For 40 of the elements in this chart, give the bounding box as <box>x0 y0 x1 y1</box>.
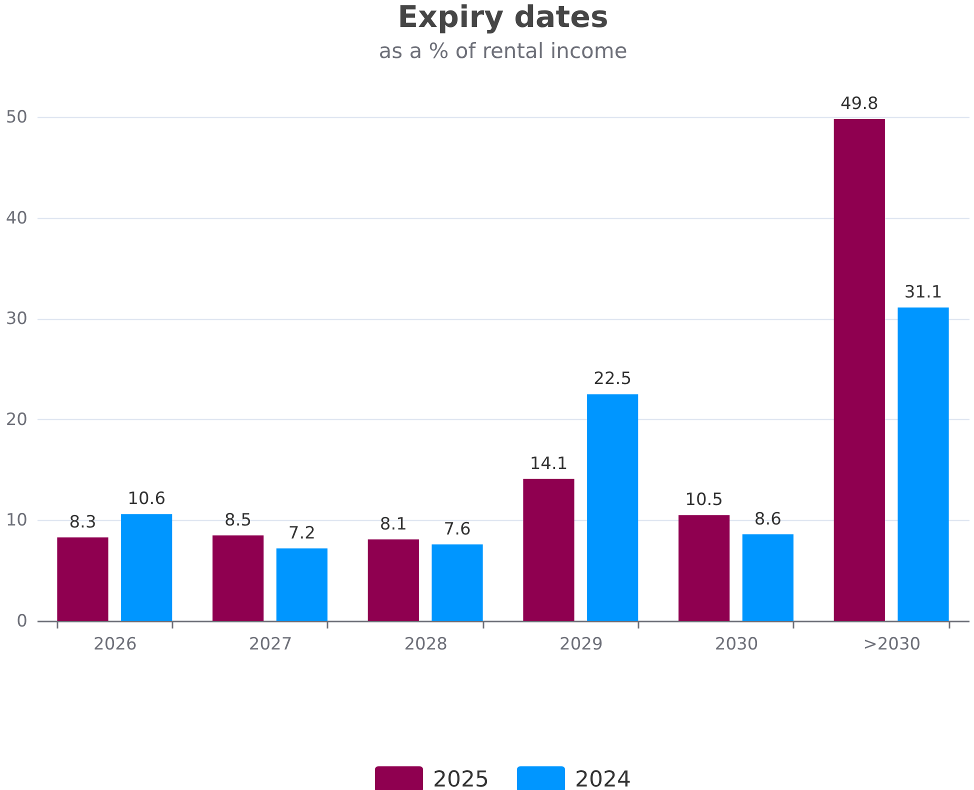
data-label: 31.1 <box>904 282 942 303</box>
bar <box>212 535 264 621</box>
bar <box>742 534 794 621</box>
data-label: 49.8 <box>840 94 878 114</box>
bar <box>678 515 730 621</box>
legend-label: 2025 <box>433 767 489 790</box>
data-label: 10.5 <box>685 490 723 510</box>
bar <box>587 394 638 621</box>
x-tick-label: 2028 <box>404 634 448 654</box>
y-tick-label: 20 <box>6 410 28 430</box>
data-label: 7.6 <box>444 519 471 540</box>
data-label: 8.6 <box>754 509 782 530</box>
x-tick-label: 2027 <box>248 634 292 654</box>
bar <box>834 119 885 621</box>
y-tick-label: 40 <box>6 208 28 228</box>
bar <box>523 478 574 621</box>
data-label: 22.5 <box>594 369 632 390</box>
bar <box>57 537 108 621</box>
y-tick-label: 50 <box>6 108 28 128</box>
data-label: 8.3 <box>69 512 96 532</box>
data-label: 7.2 <box>288 523 316 544</box>
x-tick-label: 2030 <box>714 634 758 654</box>
y-tick-label: 30 <box>6 309 28 330</box>
data-label: 8.5 <box>224 510 252 530</box>
bar <box>368 539 419 621</box>
y-tick-label: 10 <box>6 510 28 531</box>
data-label: 8.1 <box>380 514 407 534</box>
bar <box>121 514 172 621</box>
y-tick-label: 0 <box>16 612 28 632</box>
x-tick-label: 2026 <box>94 634 137 654</box>
chart-subtitle: as a % of rental income <box>378 39 628 64</box>
x-tick-label: >2030 <box>863 634 921 654</box>
chart-title: Expiry dates <box>398 0 608 36</box>
bar <box>432 544 483 621</box>
legend-label: 2024 <box>575 767 631 790</box>
bar <box>898 308 949 621</box>
data-label: 14.1 <box>530 454 568 474</box>
x-tick-label: 2029 <box>560 634 603 654</box>
data-label: 10.6 <box>128 489 166 510</box>
bar <box>276 548 328 621</box>
